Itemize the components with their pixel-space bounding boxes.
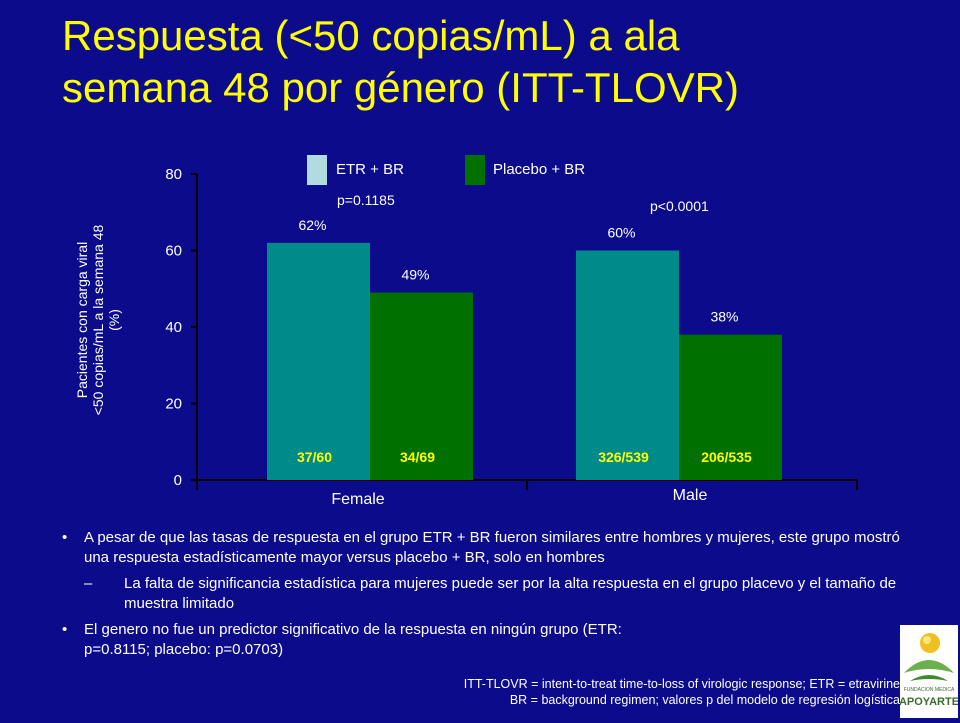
logo-text-1: FUNDACION MEDICA bbox=[904, 687, 955, 693]
bullet-item-1: • A pesar de que las tasas de respuesta … bbox=[62, 528, 902, 568]
bar bbox=[679, 334, 782, 480]
footnote: ITT-TLOVR = intent-to-treat time-to-loss… bbox=[330, 676, 900, 708]
bar-fraction-label: 206/535 bbox=[701, 449, 752, 465]
bullet-dot: • bbox=[62, 529, 68, 546]
bar bbox=[267, 242, 370, 480]
data-label: 49% bbox=[401, 267, 429, 283]
x-category-label: Female bbox=[331, 491, 384, 508]
bar-fraction-label: 37/60 bbox=[297, 449, 332, 465]
bullet-text-3: El genero no fue un predictor significat… bbox=[84, 621, 622, 658]
logo-emblem-icon: FUNDACION MEDICA APOYARTE bbox=[899, 633, 959, 708]
bullet-subitem-1: – La falta de significancia estadística … bbox=[62, 574, 902, 614]
legend-label-placebo: Placebo + BR bbox=[493, 161, 586, 178]
bullet-dash: – bbox=[84, 575, 93, 592]
legend-swatch-etr bbox=[307, 155, 327, 185]
footnote-line-2: BR = background regimen; valores p del m… bbox=[509, 693, 900, 707]
y-tick-label: 60 bbox=[165, 243, 182, 260]
page-title: Respuesta (<50 copias/mL) a ala semana 4… bbox=[62, 10, 922, 114]
p-value-label: p=0.1185 bbox=[337, 192, 395, 208]
title-line-2: semana 48 por género (ITT-TLOVR) bbox=[62, 64, 739, 111]
y-tick-label: 20 bbox=[165, 396, 182, 413]
bar-fraction-label: 326/539 bbox=[598, 449, 649, 465]
p-value-label: p<0.0001 bbox=[650, 198, 709, 214]
y-tick-label: 40 bbox=[165, 319, 182, 336]
data-label: 62% bbox=[298, 217, 326, 233]
data-label: 60% bbox=[607, 225, 635, 241]
foundation-logo: FUNDACION MEDICA APOYARTE bbox=[899, 625, 959, 718]
title-line-1: Respuesta (<50 copias/mL) a ala bbox=[62, 12, 680, 59]
bullet-dot: • bbox=[62, 621, 68, 638]
bullet-text-1: A pesar de que las tasas de respuesta en… bbox=[84, 529, 900, 566]
bar bbox=[576, 250, 679, 480]
legend-label-etr: ETR + BR bbox=[336, 161, 404, 178]
bar bbox=[370, 292, 473, 480]
bullet-item-2: • El genero no fue un predictor signific… bbox=[62, 620, 644, 660]
bar-fraction-label: 34/69 bbox=[400, 449, 435, 465]
logo-text-2: APOYARTE bbox=[900, 696, 958, 708]
bullet-text-2: La falta de significancia estadística pa… bbox=[124, 575, 897, 612]
bullet-list: • A pesar de que las tasas de respuesta … bbox=[62, 528, 902, 660]
y-tick-label: 80 bbox=[165, 166, 182, 183]
x-category-label: Male bbox=[673, 487, 708, 504]
bar-chart: 0 20 40 60 80 Female 62% 37/60 49% 34/69 Male 60% 32… bbox=[165, 166, 858, 508]
y-tick-label: 0 bbox=[174, 472, 182, 489]
data-label: 38% bbox=[710, 309, 738, 325]
footnote-line-1: ITT-TLOVR = intent-to-treat time-to-loss… bbox=[463, 677, 900, 691]
legend-swatch-placebo bbox=[465, 155, 485, 185]
